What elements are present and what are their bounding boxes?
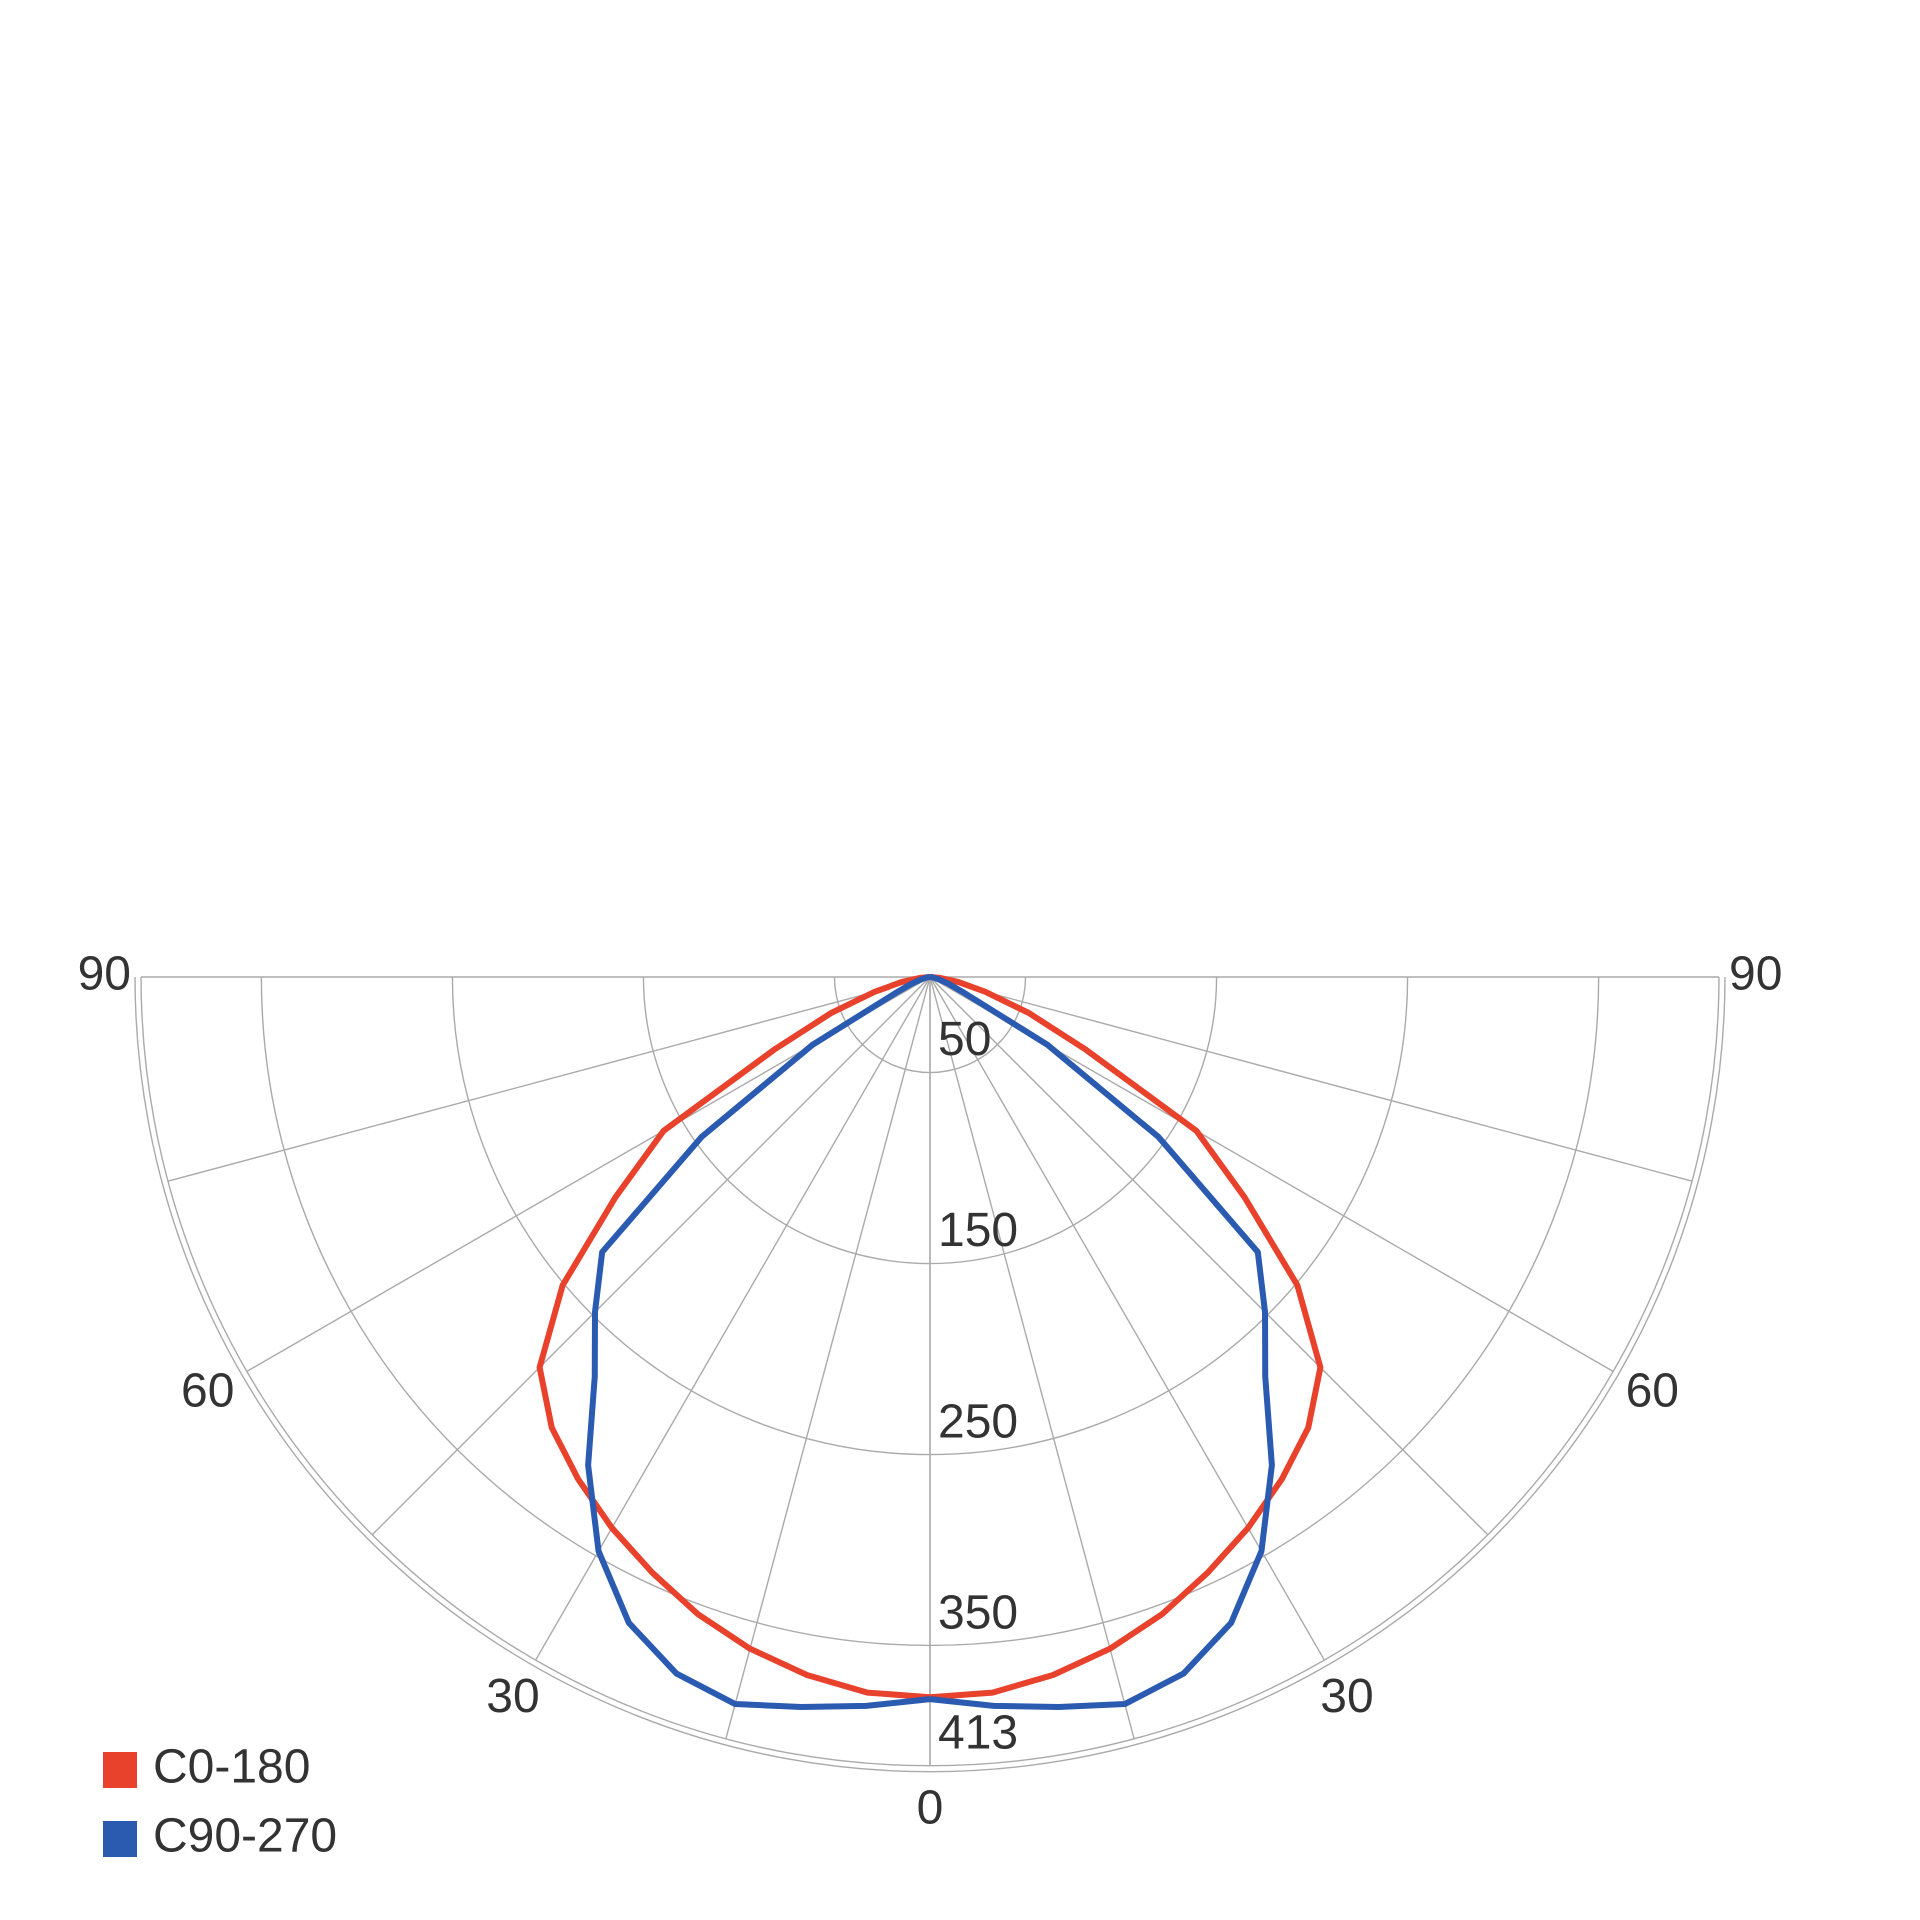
r-tick-label: 50 — [938, 1013, 991, 1066]
angle-tick-label: 90 — [1729, 948, 1782, 1001]
series-line — [536, 974, 931, 1701]
grid-spoke — [534, 976, 931, 1661]
grid-spoke — [929, 976, 1693, 1182]
grid-spoke — [725, 976, 931, 1740]
outer-ring — [134, 976, 1726, 1773]
legend-swatch — [103, 1821, 137, 1857]
series-line — [929, 974, 1324, 1701]
grid-spoke — [929, 976, 1326, 1661]
angle-tick-label: 60 — [181, 1365, 234, 1418]
grid-spoke — [929, 976, 1489, 1536]
legend-swatch — [103, 1752, 137, 1788]
series-line — [928, 974, 1275, 1710]
r-tick-label: 150 — [938, 1204, 1018, 1257]
legend-label: C0-180 — [153, 1741, 310, 1794]
grid-spoke — [167, 976, 931, 1182]
angle-tick-label: 90 — [78, 948, 131, 1001]
r-tick-label: 413 — [938, 1707, 1018, 1760]
angle-tick-label: 60 — [1626, 1365, 1679, 1418]
legend-label: C90-270 — [153, 1810, 337, 1863]
series-line — [585, 974, 932, 1710]
grid-spoke — [371, 976, 931, 1536]
r-tick-label: 250 — [938, 1395, 1018, 1448]
angle-tick-label: 0 — [917, 1782, 944, 1835]
r-tick-label: 350 — [938, 1586, 1018, 1639]
grid-spoke — [929, 976, 1135, 1740]
angle-tick-label: 30 — [486, 1670, 539, 1723]
angle-tick-label: 30 — [1320, 1670, 1373, 1723]
